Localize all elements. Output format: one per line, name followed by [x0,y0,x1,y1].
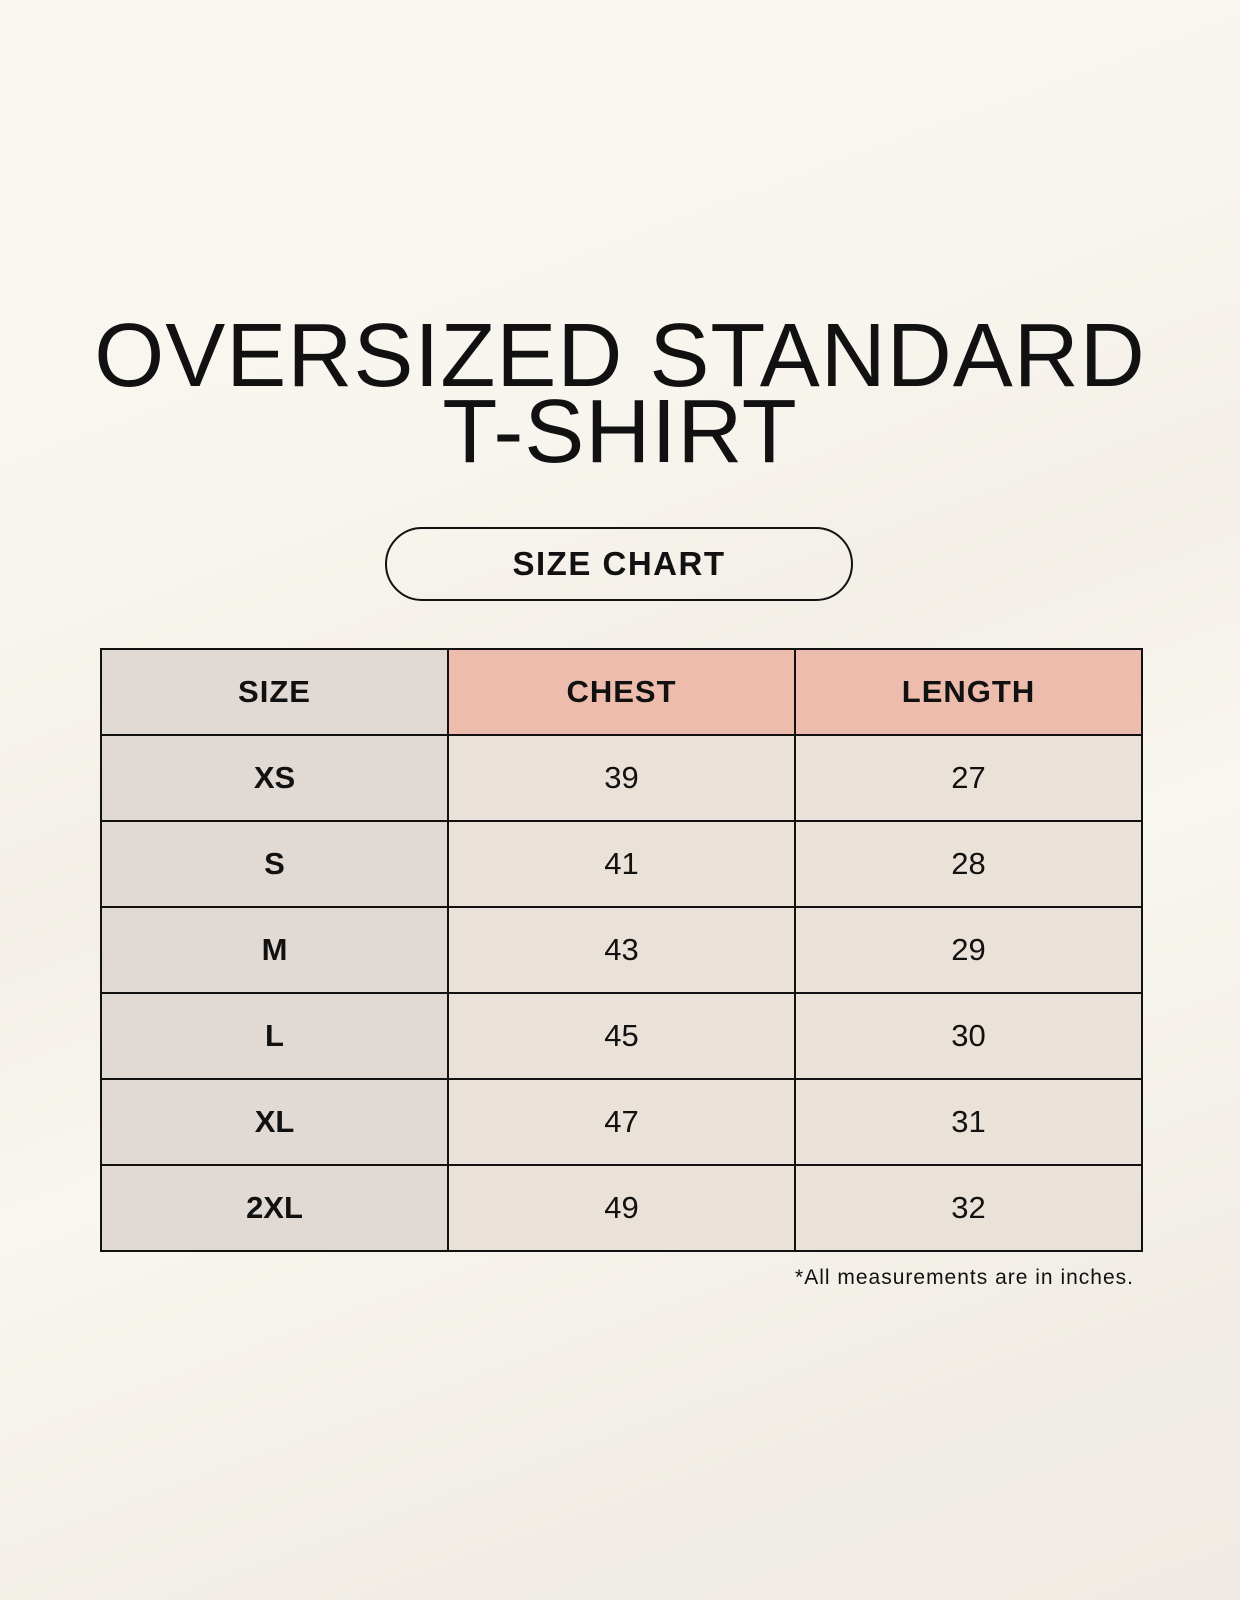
footnote: *All measurements are in inches. [795,1266,1134,1289]
size-cell: M [100,906,449,994]
table-row: XL 47 31 [100,1078,1143,1166]
size-cell: XL [100,1078,449,1166]
header-length: LENGTH [794,648,1143,736]
table-row: XS 39 27 [100,734,1143,822]
chest-cell: 45 [447,992,796,1080]
chest-cell: 47 [447,1078,796,1166]
length-cell: 30 [794,992,1143,1080]
header-size: SIZE [100,648,449,736]
length-cell: 29 [794,906,1143,994]
size-cell: L [100,992,449,1080]
header-chest: CHEST [447,648,796,736]
title-line: OVERSIZED STANDARD [94,306,1146,406]
size-chart-badge: SIZE CHART [385,527,853,601]
table-header-row: SIZE CHEST LENGTH [100,648,1143,736]
size-cell: XS [100,734,449,822]
page-title: OVERSIZED STANDARD T-SHIRT [0,306,1240,482]
chest-cell: 39 [447,734,796,822]
length-cell: 27 [794,734,1143,822]
chest-cell: 41 [447,820,796,908]
chest-cell: 49 [447,1164,796,1252]
size-cell: S [100,820,449,908]
size-table: SIZE CHEST LENGTH XS 39 27 S 41 28 M 43 29 L 45 30 X… [100,648,1143,1252]
chest-cell: 43 [447,906,796,994]
table-row: S 41 28 [100,820,1143,908]
title-line: T-SHIRT [442,382,798,482]
length-cell: 32 [794,1164,1143,1252]
length-cell: 31 [794,1078,1143,1166]
table-row: M 43 29 [100,906,1143,994]
table-row: L 45 30 [100,992,1143,1080]
length-cell: 28 [794,820,1143,908]
table-row: 2XL 49 32 [100,1164,1143,1252]
size-cell: 2XL [100,1164,449,1252]
